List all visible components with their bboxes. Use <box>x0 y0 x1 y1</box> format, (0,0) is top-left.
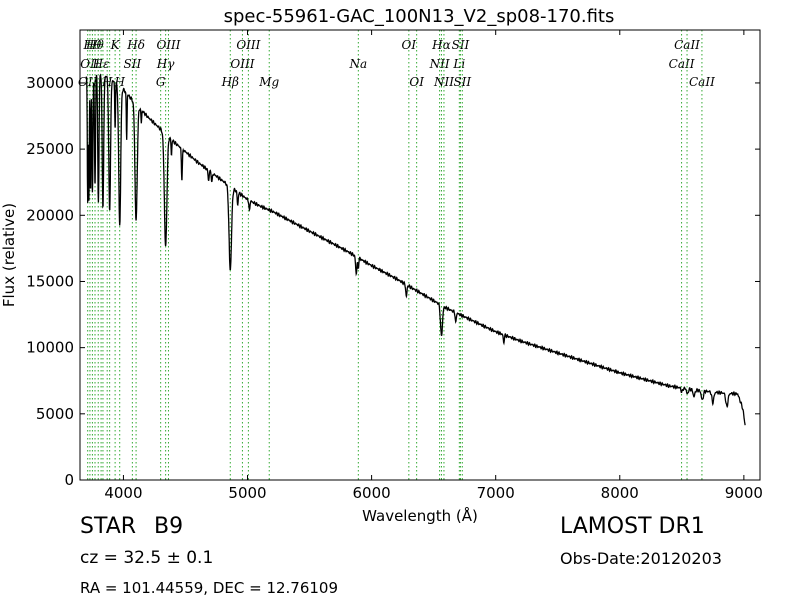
line-marker-label: SII <box>452 38 470 52</box>
x-tick-label: 7000 <box>477 484 515 502</box>
redshift-info: cz = 32.5 ± 0.1 <box>80 548 214 568</box>
line-marker-label: Li <box>452 57 465 71</box>
line-marker-label: NII <box>433 75 454 89</box>
object-class: STAR B9 <box>80 514 183 539</box>
x-tick-label: 4000 <box>104 484 142 502</box>
line-marker-label: Hδ <box>126 38 145 52</box>
y-tick-label: 5000 <box>36 405 74 423</box>
x-tick-label: 6000 <box>353 484 391 502</box>
line-marker-label: OI <box>409 75 424 89</box>
survey-name: LAMOST DR1 <box>560 514 705 539</box>
y-tick-label: 15000 <box>26 272 74 290</box>
y-tick-label: 10000 <box>26 339 74 357</box>
coordinates-info: RA = 101.44559, DEC = 12.76109 <box>80 579 339 597</box>
line-marker-label: CaII <box>689 75 715 89</box>
line-marker-label: H <box>113 75 125 89</box>
line-marker-label: CaII <box>674 38 700 52</box>
plot-frame <box>79 29 761 481</box>
y-tick-label: 20000 <box>26 206 74 224</box>
y-axis-label: Flux (relative) <box>0 203 18 307</box>
spectrum-line <box>85 73 746 426</box>
x-tick-label: 8000 <box>601 484 639 502</box>
line-marker-label: Hα <box>431 38 451 52</box>
line-marker-label: Na <box>349 57 368 71</box>
line-marker-label: Mg <box>258 75 279 89</box>
object-class-label: STAR <box>80 514 137 539</box>
axis-ticks: 4000 5000 6000 7000 8000 9000 0 5000 10000 15000 2… <box>26 30 763 502</box>
line-marker-label: CaII <box>669 57 695 71</box>
line-marker-label: SII <box>124 57 142 71</box>
y-tick-label: 0 <box>64 471 74 489</box>
line-marker-label: OIII <box>230 57 254 71</box>
line-marker-label: SII <box>453 75 471 89</box>
object-subclass: B9 <box>154 514 184 539</box>
line-marker-label: Hγ <box>156 57 175 71</box>
line-marker-label: K <box>110 38 121 52</box>
line-marker-label: Hε <box>92 57 110 71</box>
line-marker-label: G <box>156 75 166 89</box>
observation-date: Obs-Date:20120203 <box>560 549 722 568</box>
chart-title: spec-55961-GAC_100N13_V2_sp08-170.fits <box>224 6 615 27</box>
line-marker-layer: OIIOIIHθHθHεHKHSIIHδGHγOIIIHβOIIIOIIIMgN… <box>78 30 715 480</box>
x-tick-label: 9000 <box>725 484 763 502</box>
line-marker-label: OI <box>402 38 417 52</box>
line-marker-label: Hβ <box>221 75 239 89</box>
line-marker-label: OIII <box>236 38 260 52</box>
x-axis-label: Wavelength (Å) <box>362 506 478 525</box>
line-marker-label: NII <box>429 57 450 71</box>
line-marker-label: Hθ <box>83 38 102 52</box>
line-marker-label: OIII <box>156 38 180 52</box>
y-tick-label: 30000 <box>26 74 74 92</box>
line-marker-label: Hθ <box>85 38 104 52</box>
y-tick-label: 25000 <box>26 140 74 158</box>
x-tick-label: 5000 <box>228 484 266 502</box>
